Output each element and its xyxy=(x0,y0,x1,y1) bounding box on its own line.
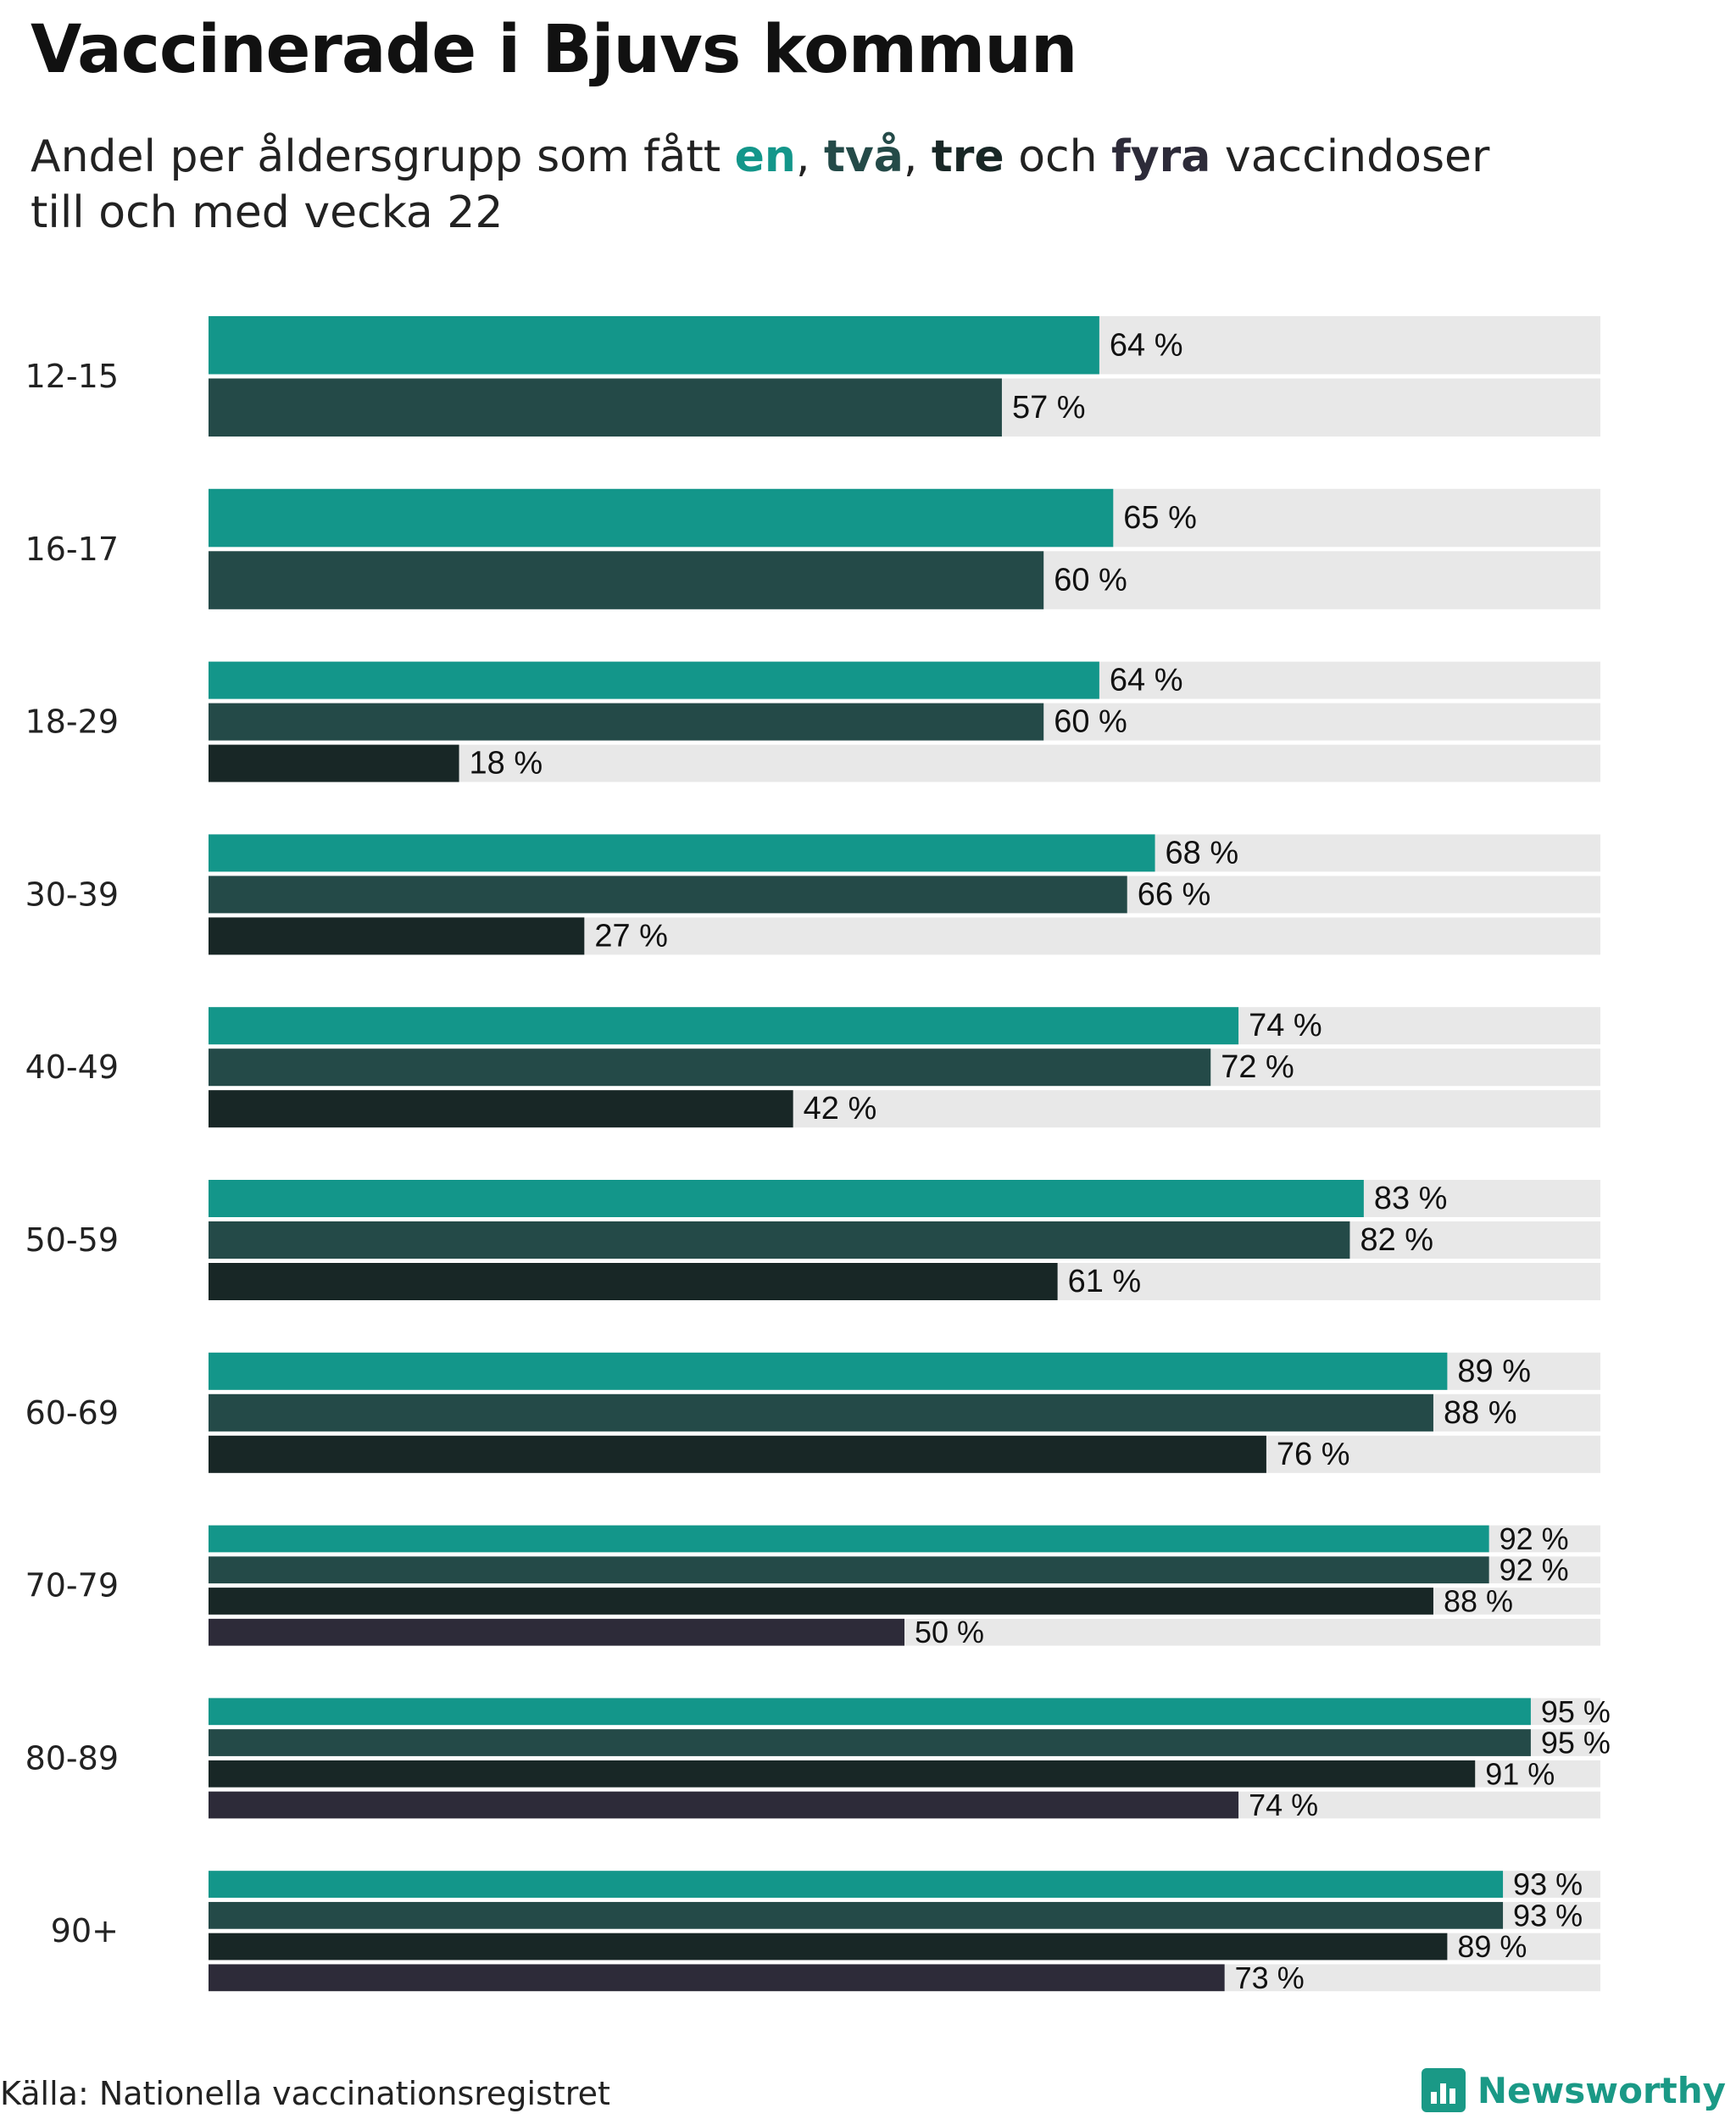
data-label: 66 % xyxy=(1138,876,1211,912)
data-label: 83 % xyxy=(1374,1181,1448,1216)
data-label: 92 % xyxy=(1500,1521,1569,1556)
data-label: 73 % xyxy=(1235,1960,1305,1995)
bar-en xyxy=(209,834,1155,872)
chart-title: Vaccinerade i Bjuvs kommun xyxy=(31,12,1077,88)
bar-tre xyxy=(209,1588,1433,1615)
category-label: 80-89 xyxy=(25,1739,119,1777)
bar-tre xyxy=(209,1435,1266,1473)
category-label: 12-15 xyxy=(25,358,119,395)
data-label: 93 % xyxy=(1513,1867,1583,1902)
bar-en xyxy=(209,1698,1531,1726)
data-label: 72 % xyxy=(1221,1049,1294,1085)
data-label: 64 % xyxy=(1110,663,1183,698)
category-label: 40-49 xyxy=(25,1048,119,1086)
bar-en xyxy=(209,1352,1448,1390)
bar-tva xyxy=(209,1221,1350,1259)
data-label: 74 % xyxy=(1249,1008,1322,1043)
series-label-en: en xyxy=(734,131,796,182)
data-label: 60 % xyxy=(1054,704,1127,740)
bar-tre xyxy=(209,1933,1448,1960)
bar-en xyxy=(209,488,1114,548)
data-label: 68 % xyxy=(1166,835,1239,870)
bar-tva xyxy=(209,378,1002,437)
series-label-tva: två xyxy=(824,131,904,182)
bar-tva xyxy=(209,1901,1504,1929)
bar-fyra xyxy=(209,1791,1239,1819)
data-label: 74 % xyxy=(1249,1788,1318,1822)
bar-tre xyxy=(209,744,459,782)
subtitle-outro: vaccindoser xyxy=(1210,131,1490,182)
bar-en xyxy=(209,1180,1364,1217)
data-label: 89 % xyxy=(1457,1929,1527,1964)
data-label: 60 % xyxy=(1054,563,1127,598)
data-label: 95 % xyxy=(1541,1694,1611,1729)
bar-en xyxy=(209,1525,1489,1553)
bar-chart: 12-15 64 % 57 % 16-17 65 % 60 % 18-29 64 % 60 % 1… xyxy=(25,316,1611,1995)
category-label: 18-29 xyxy=(25,704,119,741)
category-label: 70-79 xyxy=(25,1567,119,1605)
data-label: 57 % xyxy=(1012,390,1086,425)
bar-en xyxy=(209,1007,1239,1045)
category-label: 50-59 xyxy=(25,1221,119,1259)
data-label: 65 % xyxy=(1123,500,1197,536)
bar-tva xyxy=(209,1393,1433,1432)
bar-en xyxy=(209,661,1099,699)
bar-en xyxy=(209,1871,1504,1898)
subtitle-intro: Andel per åldersgrupp som fått xyxy=(31,131,735,182)
category-label: 16-17 xyxy=(25,531,119,568)
data-label: 92 % xyxy=(1500,1553,1569,1588)
data-label: 95 % xyxy=(1541,1726,1611,1760)
source-note: Källa: Nationella vaccinationsregistret xyxy=(0,2075,610,2112)
data-label: 91 % xyxy=(1485,1756,1555,1791)
brand-name: Newsworthy xyxy=(1477,2069,1726,2111)
subtitle-conjunction: och xyxy=(1004,131,1112,182)
bar-tre xyxy=(209,1263,1058,1300)
bar-fyra xyxy=(209,1964,1225,1992)
bar-tva xyxy=(209,1556,1489,1584)
data-label: 89 % xyxy=(1457,1354,1531,1389)
bar-tva xyxy=(209,1048,1211,1087)
data-label: 88 % xyxy=(1444,1583,1513,1618)
subtitle-separator: , xyxy=(795,131,825,182)
data-label: 18 % xyxy=(470,746,543,781)
bar-tva xyxy=(209,703,1044,741)
bar-tva xyxy=(209,876,1127,914)
subtitle-line-1: Andel per åldersgrupp som fått en, två, … xyxy=(31,129,1641,185)
data-label: 93 % xyxy=(1513,1898,1583,1933)
data-label: 50 % xyxy=(915,1615,984,1649)
brand-logo: Newsworthy xyxy=(1421,2068,1726,2112)
bar-tva xyxy=(209,551,1044,609)
bar-fyra xyxy=(209,1618,904,1646)
data-label: 88 % xyxy=(1444,1395,1517,1431)
data-label: 27 % xyxy=(594,918,668,954)
bar-tre xyxy=(209,1090,793,1128)
data-label: 42 % xyxy=(804,1091,877,1126)
bar-tre xyxy=(209,917,585,955)
bar-tre xyxy=(209,1760,1476,1788)
subtitle-line-2: till och med vecka 22 xyxy=(31,187,504,238)
series-label-fyra: fyra xyxy=(1111,131,1211,182)
chart-subtitle: Andel per åldersgrupp som fått en, två, … xyxy=(31,129,1641,241)
data-label: 82 % xyxy=(1360,1222,1433,1258)
bar-en xyxy=(209,316,1099,375)
category-label: 30-39 xyxy=(25,876,119,913)
series-label-tre: tre xyxy=(931,131,1004,182)
category-label: 60-69 xyxy=(25,1394,119,1432)
data-label: 61 % xyxy=(1068,1264,1142,1299)
data-label: 64 % xyxy=(1110,327,1183,363)
bar-tva xyxy=(209,1729,1531,1756)
newsworthy-icon xyxy=(1421,2068,1466,2112)
category-label: 90+ xyxy=(51,1912,119,1949)
data-label: 76 % xyxy=(1277,1437,1350,1472)
subtitle-separator: , xyxy=(903,131,932,182)
